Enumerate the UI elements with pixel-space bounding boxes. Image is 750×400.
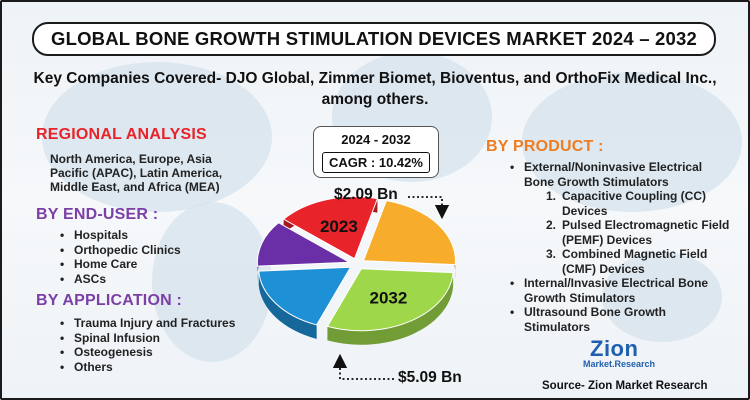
cagr-period: 2024 - 2032 [341,132,411,147]
end-value-arrow [332,353,394,380]
start-value-label: $2.09 Bn [334,186,398,203]
source-text: Source- Zion Market Research [542,380,708,392]
zion-logo: Zion [590,336,639,361]
segment-green-label: 2032 [369,289,407,308]
sub-number: 2. [546,218,557,232]
list-item: Orthopedic Clinics [58,243,258,258]
map-decoration [42,62,272,212]
cagr-box: 2024 - 2032 CAGR : 10.42% [313,126,439,178]
list-item: 2. Pulsed Electromagnetic Field (PEMF) De… [524,218,733,247]
segment-red-label: 2023 [320,217,358,236]
sub-number: 3. [546,247,557,261]
sub-number: 1. [546,189,557,203]
list-item: Home Care [58,257,258,272]
list-item: External/Noninvasive Electrical Bone Gro… [508,160,733,276]
list-item: Ultrasound Bone Growth Stimulators [508,305,733,334]
list-item: Spinal Infusion [58,331,278,346]
segment-blue-side [258,271,317,339]
key-companies-text: Key Companies Covered- DJO Global, Zimme… [33,70,717,108]
title-banner: GLOBAL BONE GROWTH STIMULATION DEVICES M… [32,22,716,56]
segment-yellow [362,200,456,266]
end-user-list: Hospitals Orthopedic Clinics Home Care A… [58,228,258,286]
list-item: 3. Combined Magnetic Field (CMF) Devices [524,247,733,276]
page-title: GLOBAL BONE GROWTH STIMULATION DEVICES M… [51,28,697,49]
list-item: Trauma Injury and Fractures [58,316,278,331]
list-item-text: Pulsed Electromagnetic Field (PEMF) Devi… [562,218,730,247]
list-item-text: Combined Magnetic Field (CMF) Devices [562,247,708,276]
segment-purple [256,222,352,267]
segment-red [282,196,379,260]
list-item: Internal/Invasive Electrical Bone Growth… [508,276,733,305]
list-item: Others [58,360,278,375]
cagr-value: CAGR : 10.42% [322,152,430,173]
application-heading: BY APPLICATION : [36,292,183,309]
list-item: ASCs [58,272,258,287]
list-item: 1. Capacitive Coupling (CC) Devices [524,189,733,218]
list-item-text: Capacitive Coupling (CC) Devices [562,189,707,218]
zion-logo-sub: Market.Research [583,359,656,369]
pie-slices: 2023 2032 [256,196,456,345]
product-list: External/Noninvasive Electrical Bone Gro… [508,160,733,334]
list-item-text: External/Noninvasive Electrical Bone Gro… [524,160,703,189]
segment-blue [258,266,352,326]
application-list: Trauma Injury and Fractures Spinal Infus… [58,316,278,374]
regional-analysis-heading: REGIONAL ANALYSIS [36,126,207,143]
segment-green [326,268,454,332]
list-item: Hospitals [58,228,258,243]
segment-green-side [327,272,454,345]
list-item: Osteogenesis [58,345,278,360]
regional-analysis-text: North America, Europe, Asia Pacific (APA… [50,152,223,194]
product-sublist: 1. Capacitive Coupling (CC) Devices 2. Pul… [524,189,733,276]
end-value-label: $5.09 Bn [398,369,462,386]
by-product-heading: BY PRODUCT : [486,138,604,155]
end-user-heading: BY END-USER : [36,206,159,223]
